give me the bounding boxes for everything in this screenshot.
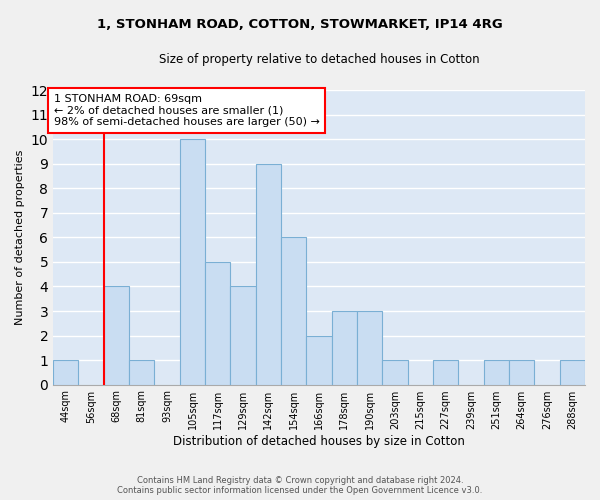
X-axis label: Distribution of detached houses by size in Cotton: Distribution of detached houses by size … xyxy=(173,434,465,448)
Bar xyxy=(382,360,408,384)
Bar xyxy=(433,360,458,384)
Bar xyxy=(53,360,79,384)
Bar xyxy=(104,286,129,384)
Bar xyxy=(357,311,382,384)
Text: 1 STONHAM ROAD: 69sqm
← 2% of detached houses are smaller (1)
98% of semi-detach: 1 STONHAM ROAD: 69sqm ← 2% of detached h… xyxy=(53,94,320,127)
Bar xyxy=(307,336,332,384)
Title: Size of property relative to detached houses in Cotton: Size of property relative to detached ho… xyxy=(159,52,479,66)
Bar xyxy=(560,360,585,384)
Bar xyxy=(509,360,535,384)
Bar xyxy=(332,311,357,384)
Bar xyxy=(205,262,230,384)
Bar xyxy=(281,238,307,384)
Bar xyxy=(129,360,154,384)
Y-axis label: Number of detached properties: Number of detached properties xyxy=(15,150,25,325)
Bar xyxy=(230,286,256,384)
Bar xyxy=(256,164,281,384)
Bar xyxy=(484,360,509,384)
Bar xyxy=(180,140,205,384)
Text: Contains HM Land Registry data © Crown copyright and database right 2024.
Contai: Contains HM Land Registry data © Crown c… xyxy=(118,476,482,495)
Text: 1, STONHAM ROAD, COTTON, STOWMARKET, IP14 4RG: 1, STONHAM ROAD, COTTON, STOWMARKET, IP1… xyxy=(97,18,503,30)
